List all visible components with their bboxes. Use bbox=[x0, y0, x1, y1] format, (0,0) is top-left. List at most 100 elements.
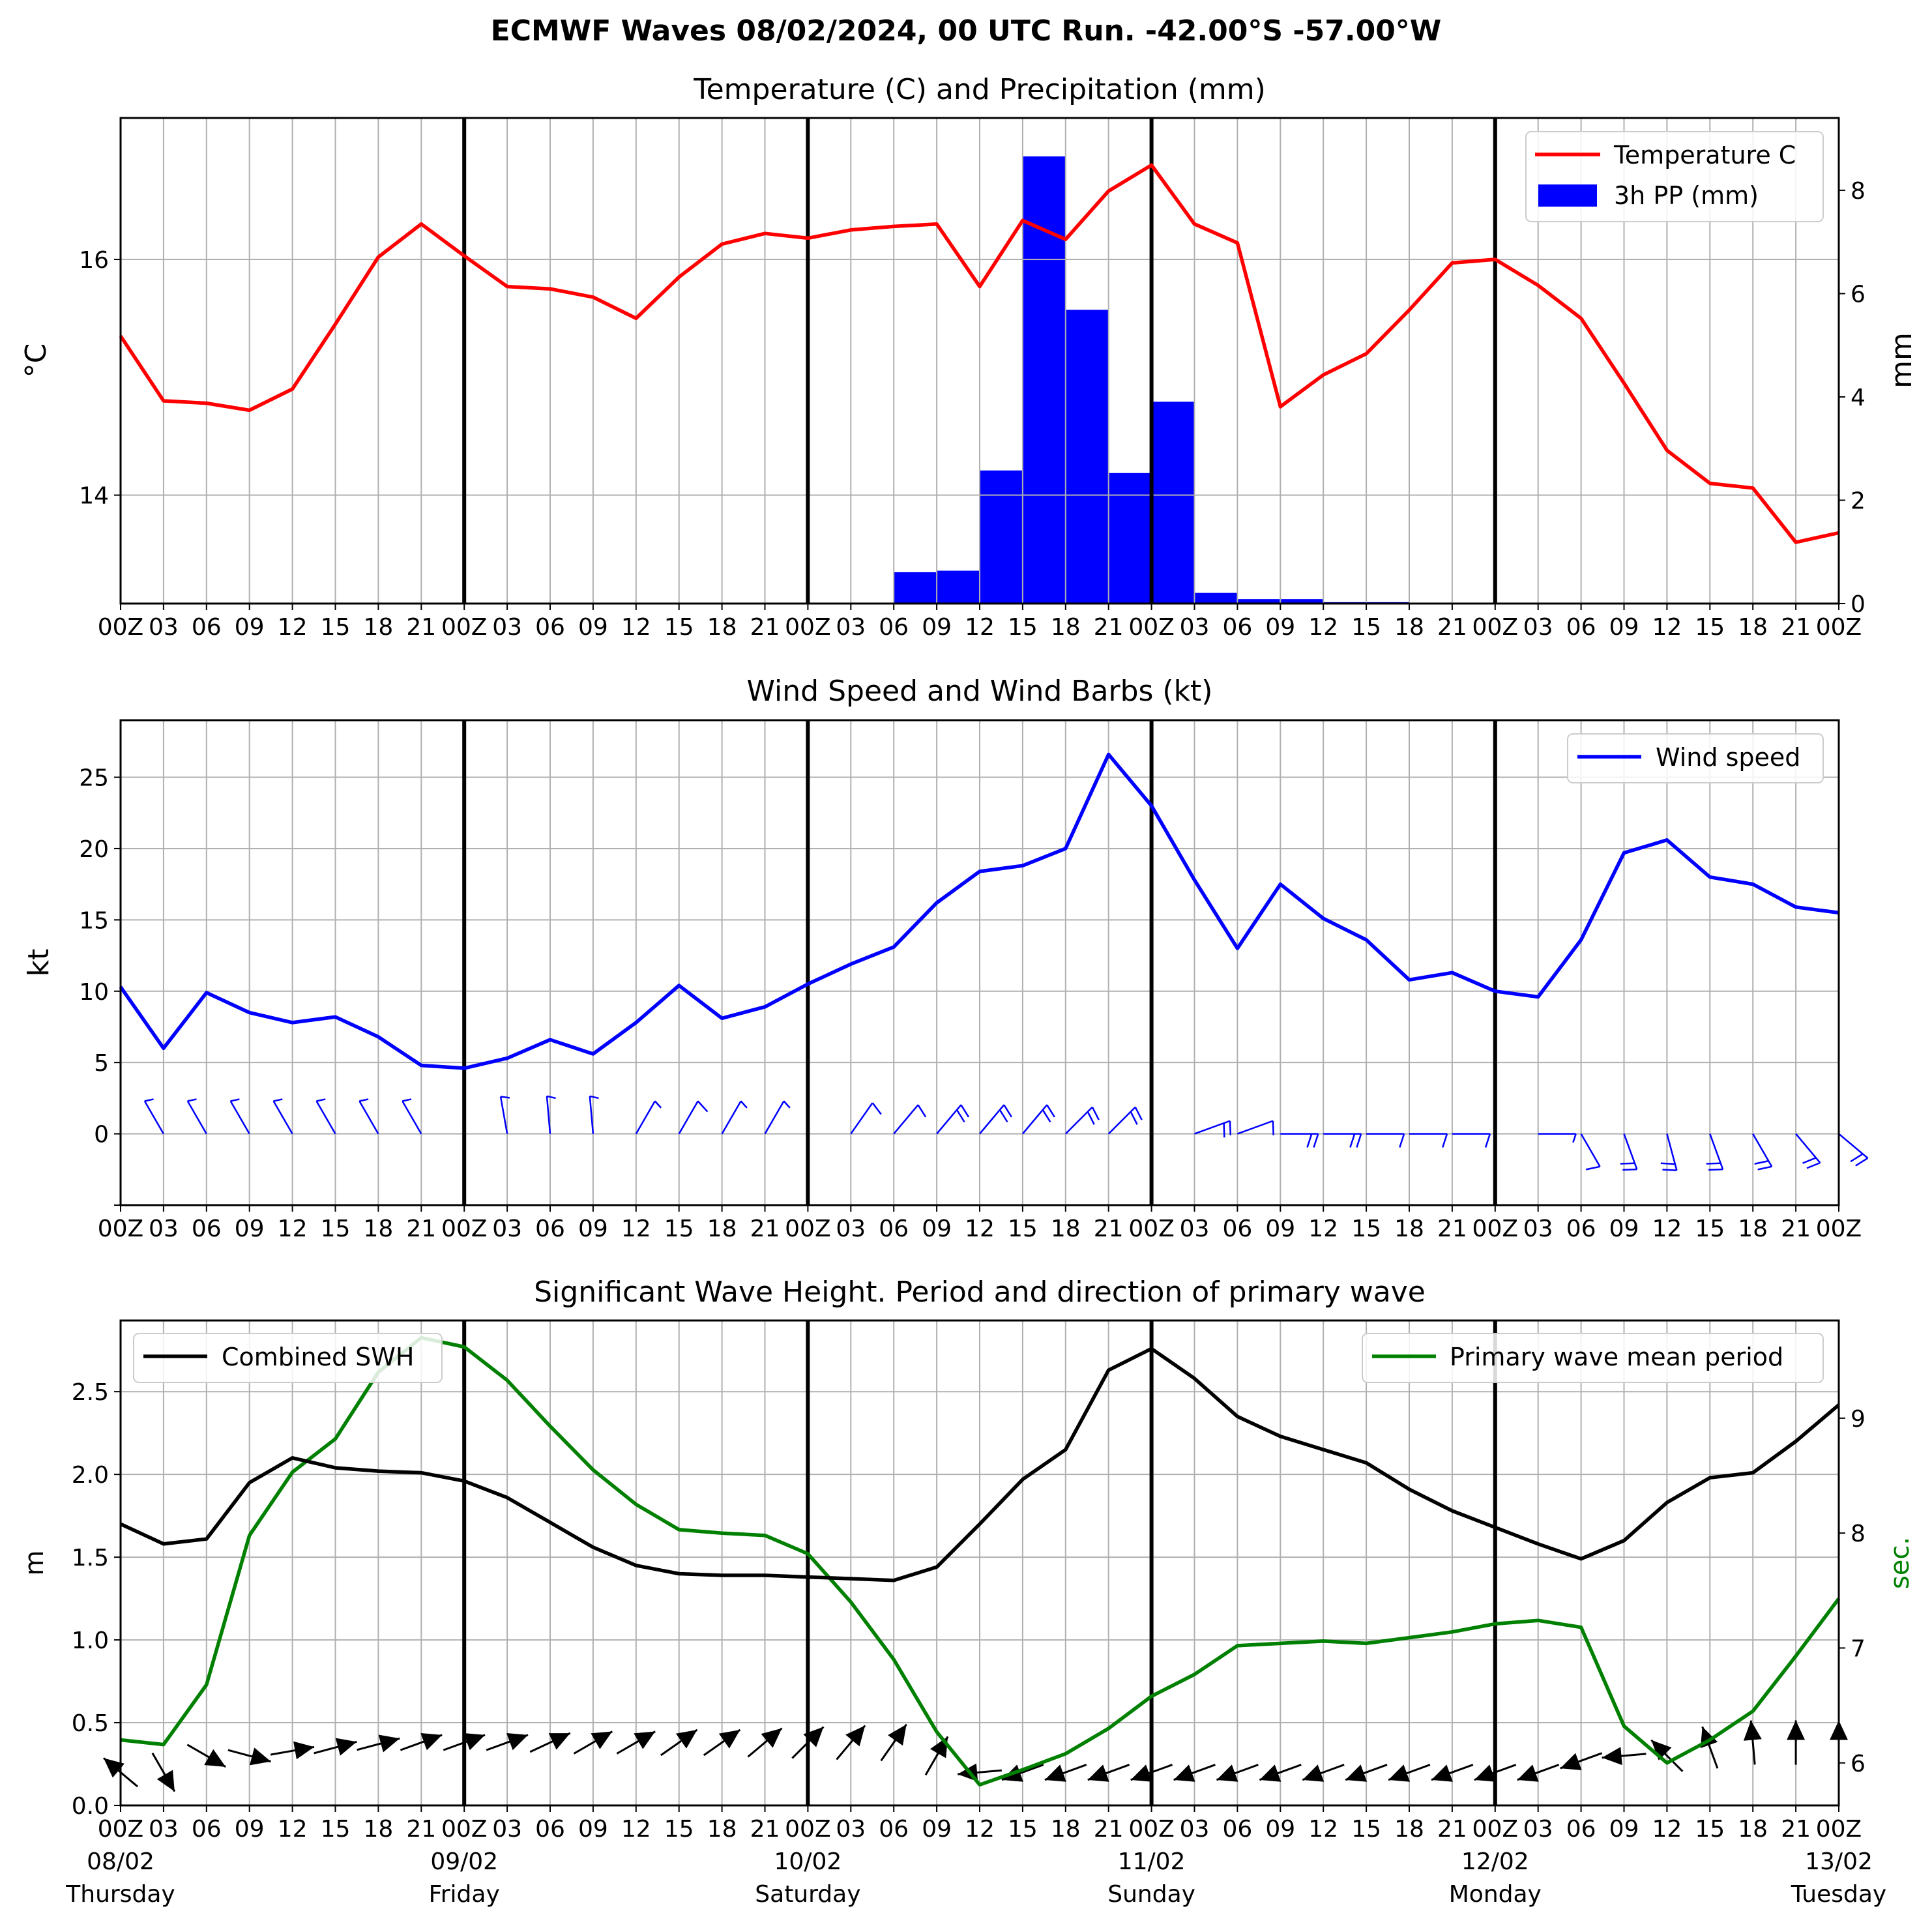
wind-barb-feather bbox=[402, 1098, 412, 1102]
y-right-tick-label: 6 bbox=[1851, 281, 1866, 308]
x-tick-label: 18 bbox=[363, 614, 393, 641]
wave-arrow-head bbox=[888, 1724, 907, 1746]
temperature-precip-panel: Temperature (C) and Precipitation (mm) 1… bbox=[20, 73, 1918, 641]
x-tick-label: 18 bbox=[1738, 1216, 1768, 1242]
day-date-label: 13/02 bbox=[1805, 1848, 1873, 1875]
swh-legend-label: Combined SWH bbox=[222, 1343, 414, 1371]
wind-barb-feather bbox=[1754, 1160, 1769, 1165]
x-tick-label: 03 bbox=[1523, 614, 1553, 641]
wind-barb-shaft bbox=[764, 1100, 785, 1135]
x-tick-label: 06 bbox=[192, 1816, 222, 1843]
wind-barb-shaft bbox=[979, 1104, 1005, 1135]
wave-arrow-head bbox=[1345, 1764, 1368, 1782]
wave-arrow-head bbox=[1560, 1753, 1582, 1770]
wind-barb-feather bbox=[1087, 1111, 1095, 1125]
x-tick-label: 21 bbox=[406, 614, 436, 641]
x-tick-label: 15 bbox=[1695, 614, 1725, 641]
wave-arrow-head bbox=[1216, 1764, 1238, 1782]
day-date-label: 10/02 bbox=[774, 1848, 842, 1875]
x-tick-label: 06 bbox=[535, 614, 565, 641]
wave-arrow-head bbox=[675, 1730, 697, 1749]
wind-barb-feather bbox=[144, 1098, 154, 1102]
y-right-tick-label: 7 bbox=[1851, 1635, 1866, 1662]
wind-barb-shaft bbox=[1194, 1120, 1231, 1135]
wave-arrow-head bbox=[548, 1733, 570, 1750]
x-tick-label: 03 bbox=[836, 1816, 866, 1843]
x-tick-label: 12 bbox=[965, 1816, 995, 1843]
temperature-line bbox=[119, 163, 1839, 544]
y-tick-label: 10 bbox=[79, 979, 109, 1006]
precip-bar bbox=[1194, 592, 1238, 604]
wind-barbs bbox=[143, 1095, 1869, 1171]
x-tick-label: 21 bbox=[750, 1816, 780, 1843]
x-tick-label: 12 bbox=[278, 1216, 308, 1242]
y-tick-label: 20 bbox=[79, 836, 109, 863]
wind-barb-shaft bbox=[272, 1100, 293, 1135]
x-tick-label: 21 bbox=[1781, 1216, 1811, 1242]
x-tick-label: 03 bbox=[492, 614, 522, 641]
wave-arrow-head bbox=[1388, 1764, 1411, 1782]
x-tick-label: 15 bbox=[1008, 1816, 1038, 1843]
x-tick-label: 03 bbox=[836, 1216, 866, 1242]
wind-axes-frame bbox=[119, 719, 1840, 1206]
swh-ylabel: m bbox=[20, 1551, 50, 1576]
x-tick-label: 03 bbox=[1180, 1216, 1210, 1242]
x-tick-label: 18 bbox=[1051, 1216, 1081, 1242]
wind-barb-feather bbox=[1003, 1104, 1013, 1118]
wave-axes-frame bbox=[119, 1319, 1840, 1807]
x-tick-label: 09 bbox=[235, 614, 265, 641]
wind-barb-feather bbox=[1855, 1157, 1869, 1167]
wave-arrow-head bbox=[718, 1730, 740, 1749]
precip-ylabel: mm bbox=[1885, 332, 1918, 388]
wind-barb-feather bbox=[999, 1109, 1008, 1123]
wave-grid bbox=[120, 1320, 1839, 1806]
temperature-legend-label: Temperature C bbox=[1613, 141, 1796, 169]
x-tick-label: 00Z bbox=[1128, 614, 1174, 641]
x-tick-label: 21 bbox=[1437, 1816, 1467, 1843]
x-tick-label: 03 bbox=[1523, 1216, 1553, 1242]
x-tick-label: 00Z bbox=[1472, 1216, 1518, 1242]
x-tick-label: 06 bbox=[535, 1816, 565, 1843]
wind-barb-feather bbox=[589, 1095, 599, 1100]
x-tick-label: 21 bbox=[1437, 1216, 1467, 1242]
x-tick-label: 12 bbox=[965, 1216, 995, 1242]
day-weekday-label: Monday bbox=[1449, 1881, 1542, 1908]
x-tick-label: 18 bbox=[1394, 1216, 1424, 1242]
wind-panel: Wind Speed and Wind Barbs (kt) 0 5 10 15 20 2… bbox=[22, 675, 1869, 1242]
x-tick-label: 09 bbox=[235, 1816, 265, 1843]
x-tick-label: 18 bbox=[1394, 1816, 1424, 1843]
day-weekday-label: Saturday bbox=[755, 1881, 860, 1908]
x-tick-label: 15 bbox=[1008, 1216, 1038, 1242]
x-tick-label: 15 bbox=[1351, 1816, 1381, 1843]
wind-barb-shaft bbox=[1709, 1133, 1724, 1170]
x-tick-label: 06 bbox=[1566, 614, 1596, 641]
wave-arrow-head bbox=[761, 1728, 782, 1748]
wave-arrow-head bbox=[803, 1727, 824, 1747]
x-tick-label: 00Z bbox=[785, 1816, 830, 1843]
wave-panel: Significant Wave Height. Period and dire… bbox=[20, 1276, 1915, 1908]
wind-barb-feather bbox=[654, 1100, 662, 1109]
y-tick-label: 0.5 bbox=[72, 1710, 109, 1737]
wind-barb-feather bbox=[917, 1104, 927, 1118]
x-tick-label: 09 bbox=[578, 1216, 608, 1242]
x-tick-label: 12 bbox=[1652, 614, 1682, 641]
wave-arrow-head bbox=[1787, 1720, 1806, 1740]
x-tick-label: 21 bbox=[1094, 614, 1124, 641]
x-tick-label: 12 bbox=[1652, 1216, 1682, 1242]
x-tick-label: 03 bbox=[1180, 614, 1210, 641]
day-labels: 08/02 Thursday 09/02 Friday 10/02 Saturday 11/… bbox=[65, 1848, 1886, 1908]
wind-barb-feather bbox=[546, 1095, 556, 1100]
wave-arrow-head bbox=[463, 1732, 486, 1751]
wind-barb-feather bbox=[956, 1109, 965, 1123]
wind-barb-shaft bbox=[1623, 1133, 1638, 1170]
y-right-tick-label: 2 bbox=[1851, 488, 1866, 514]
temperature-axes-frame bbox=[119, 117, 1840, 605]
precip-bar bbox=[936, 570, 980, 604]
wind-ylabel: kt bbox=[22, 949, 55, 977]
x-tick-label: 12 bbox=[965, 614, 995, 641]
y-tick-label: 1.5 bbox=[72, 1545, 109, 1571]
wind-barb-shaft bbox=[1666, 1133, 1678, 1171]
x-tick-label: 18 bbox=[1394, 614, 1424, 641]
period-legend: Primary wave mean period bbox=[1362, 1333, 1824, 1383]
wind-barb-shaft bbox=[678, 1100, 699, 1135]
